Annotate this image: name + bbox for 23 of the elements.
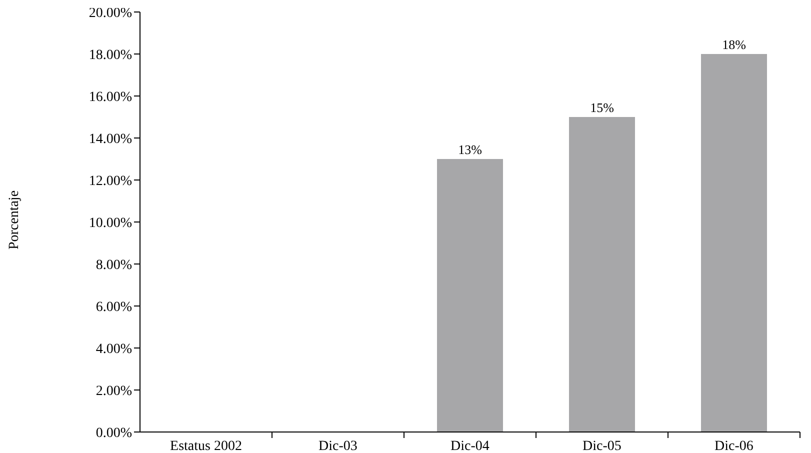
bar (701, 54, 767, 432)
data-label: 18% (722, 37, 746, 52)
y-tick-label: 10.00% (88, 216, 132, 231)
y-tick-label: 8.00% (96, 258, 132, 273)
data-label: 15% (590, 100, 614, 115)
y-tick-label: 2.00% (96, 384, 132, 399)
y-axis-title: Porcentaje (7, 190, 23, 250)
y-tick-label: 18.00% (88, 48, 132, 63)
bar (437, 159, 503, 432)
y-tick-label: 0.00% (96, 426, 132, 441)
y-tick-label: 4.00% (96, 342, 132, 357)
x-tick-label: Estatus 2002 (170, 438, 242, 453)
x-tick-label: Dic-06 (714, 438, 754, 453)
x-tick-label: Dic-05 (582, 438, 622, 453)
y-tick-label: 14.00% (88, 132, 132, 147)
y-tick-label: 6.00% (96, 300, 132, 315)
data-label: 13% (458, 142, 482, 157)
x-tick-label: Dic-04 (450, 438, 490, 453)
y-tick-label: 12.00% (88, 174, 132, 189)
bar (569, 117, 635, 432)
y-tick-label: 16.00% (88, 90, 132, 105)
y-tick-label: 20.00% (88, 6, 132, 21)
x-tick-label: Dic-03 (318, 438, 358, 453)
